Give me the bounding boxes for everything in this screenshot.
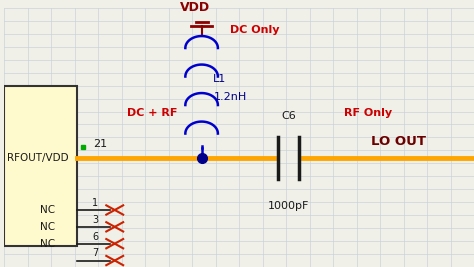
- Text: 1: 1: [92, 198, 98, 208]
- Text: 3: 3: [92, 215, 98, 225]
- Text: LO OUT: LO OUT: [371, 135, 426, 148]
- Text: 6: 6: [92, 231, 98, 242]
- Text: DC Only: DC Only: [230, 25, 279, 35]
- FancyBboxPatch shape: [4, 86, 77, 246]
- Text: L1: L1: [213, 74, 227, 84]
- Text: 21: 21: [93, 139, 108, 149]
- Text: NC: NC: [40, 205, 55, 215]
- Text: 7: 7: [92, 249, 98, 258]
- Text: DC + RF: DC + RF: [127, 108, 177, 118]
- Text: 1.2nH: 1.2nH: [213, 92, 246, 102]
- Text: RFOUT/VDD: RFOUT/VDD: [8, 153, 69, 163]
- Text: RF Only: RF Only: [344, 108, 392, 118]
- Text: C6: C6: [281, 111, 296, 121]
- Text: 1000pF: 1000pF: [268, 201, 309, 211]
- Text: NC: NC: [40, 222, 55, 232]
- Text: NC: NC: [40, 239, 55, 249]
- Text: VDD: VDD: [180, 1, 210, 14]
